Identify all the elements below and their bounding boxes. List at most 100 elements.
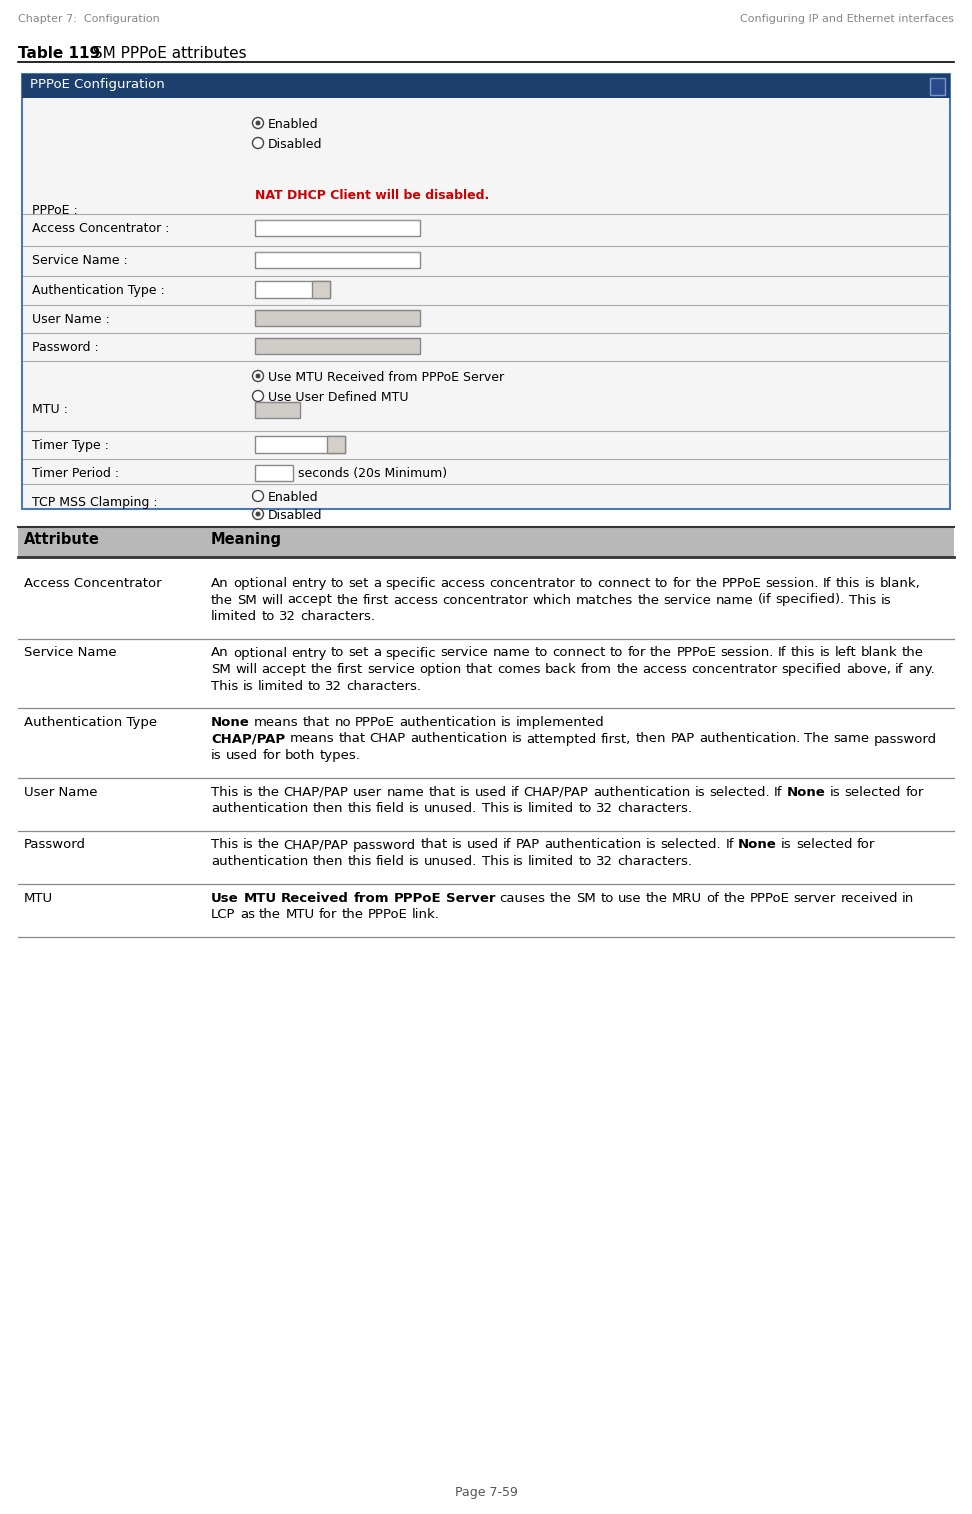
Circle shape: [253, 491, 263, 501]
Text: None: None: [787, 786, 825, 798]
Text: This: This: [211, 680, 238, 692]
Text: If: If: [778, 646, 786, 660]
Text: first: first: [336, 663, 363, 675]
Text: Received: Received: [281, 892, 349, 904]
Bar: [22, 74, 950, 98]
Text: session.: session.: [766, 577, 818, 590]
Text: Keep Alive: Keep Alive: [259, 438, 325, 451]
Text: PPPoE: PPPoE: [394, 892, 441, 904]
Text: Page 7-59: Page 7-59: [455, 1487, 517, 1499]
Text: the: the: [258, 839, 279, 851]
Text: selected.: selected.: [710, 786, 770, 798]
Text: Chapter 7:  Configuration: Chapter 7: Configuration: [18, 14, 159, 24]
Text: Service Name: Service Name: [24, 646, 117, 660]
Text: specified).: specified).: [776, 593, 845, 607]
Text: limited: limited: [528, 855, 574, 868]
Text: LCP: LCP: [211, 908, 235, 921]
Text: means: means: [290, 733, 334, 745]
Text: then: then: [636, 733, 666, 745]
Text: set: set: [349, 646, 369, 660]
Text: blank,: blank,: [880, 577, 920, 590]
Text: accept: accept: [261, 663, 306, 675]
Text: characters.: characters.: [347, 680, 422, 692]
Text: received: received: [840, 892, 898, 904]
Text: NAT DHCP Client will be disabled.: NAT DHCP Client will be disabled.: [255, 189, 489, 201]
Text: optional: optional: [233, 577, 287, 590]
Text: optional: optional: [233, 646, 287, 660]
Bar: [255, 338, 420, 354]
Text: is: is: [513, 855, 524, 868]
Text: MTU: MTU: [24, 892, 53, 904]
Text: is: is: [781, 839, 792, 851]
Text: If: If: [774, 786, 782, 798]
Text: authentication: authentication: [211, 802, 308, 815]
Text: the: the: [650, 646, 672, 660]
Text: Attribute: Attribute: [24, 531, 100, 547]
Text: User Name :: User Name :: [32, 313, 110, 326]
Text: this: this: [347, 855, 371, 868]
Text: characters.: characters.: [617, 855, 692, 868]
Text: authentication: authentication: [410, 733, 507, 745]
Text: authentication: authentication: [593, 786, 690, 798]
Text: TCP MSS Clamping :: TCP MSS Clamping :: [32, 497, 157, 509]
Text: Password :: Password :: [32, 341, 99, 354]
Text: this: this: [347, 802, 371, 815]
Text: option: option: [419, 663, 462, 675]
Text: User Name: User Name: [24, 786, 97, 798]
Circle shape: [253, 391, 263, 401]
Text: (if: (if: [758, 593, 772, 607]
Text: This: This: [481, 802, 508, 815]
Text: the: the: [310, 663, 332, 675]
Text: SM: SM: [211, 663, 230, 675]
Text: if: if: [503, 839, 511, 851]
Bar: [255, 465, 293, 481]
Text: Use MTU Received from PPPoE Server: Use MTU Received from PPPoE Server: [268, 371, 504, 385]
Text: Use: Use: [211, 892, 238, 904]
Text: admin: admin: [259, 312, 296, 326]
Text: CHAP/PAP: CHAP/PAP: [284, 786, 349, 798]
Text: types.: types.: [320, 749, 361, 762]
Text: None: None: [259, 283, 292, 297]
Text: will: will: [235, 663, 258, 675]
Text: is: is: [460, 786, 470, 798]
Text: 32: 32: [596, 802, 613, 815]
Text: to: to: [578, 855, 592, 868]
Text: seconds (20s Minimum): seconds (20s Minimum): [298, 466, 447, 480]
Text: means: means: [254, 716, 298, 730]
Text: field: field: [376, 802, 405, 815]
Text: this: this: [836, 577, 860, 590]
Text: ▼: ▼: [331, 439, 338, 450]
Text: Disabled: Disabled: [268, 138, 323, 151]
Text: first: first: [363, 593, 389, 607]
Text: MRU: MRU: [672, 892, 702, 904]
Text: then: then: [313, 855, 343, 868]
Text: connect: connect: [597, 577, 650, 590]
Circle shape: [253, 371, 263, 382]
Circle shape: [253, 509, 263, 519]
Text: is: is: [452, 839, 463, 851]
Text: if: if: [511, 786, 519, 798]
Text: the: the: [341, 908, 364, 921]
Text: set: set: [349, 577, 369, 590]
Bar: [255, 220, 420, 236]
Text: password: password: [353, 839, 416, 851]
Text: authentication: authentication: [211, 855, 308, 868]
Text: which: which: [533, 593, 572, 607]
Text: PPPoE Configuration: PPPoE Configuration: [30, 79, 164, 91]
Text: is: is: [864, 577, 875, 590]
Text: a: a: [373, 577, 381, 590]
Bar: [255, 251, 420, 268]
Text: for: for: [856, 839, 875, 851]
Text: for: for: [906, 786, 923, 798]
Text: authentication: authentication: [544, 839, 642, 851]
Text: −: −: [935, 79, 947, 92]
Text: Table 119: Table 119: [18, 45, 100, 61]
Text: will: will: [261, 593, 284, 607]
Text: Timer Type :: Timer Type :: [32, 439, 109, 453]
Text: to: to: [578, 802, 592, 815]
Text: causes: causes: [500, 892, 545, 904]
Text: Access Concentrator :: Access Concentrator :: [32, 223, 169, 235]
Text: that: that: [420, 839, 447, 851]
Text: in: in: [902, 892, 915, 904]
Circle shape: [256, 512, 260, 516]
